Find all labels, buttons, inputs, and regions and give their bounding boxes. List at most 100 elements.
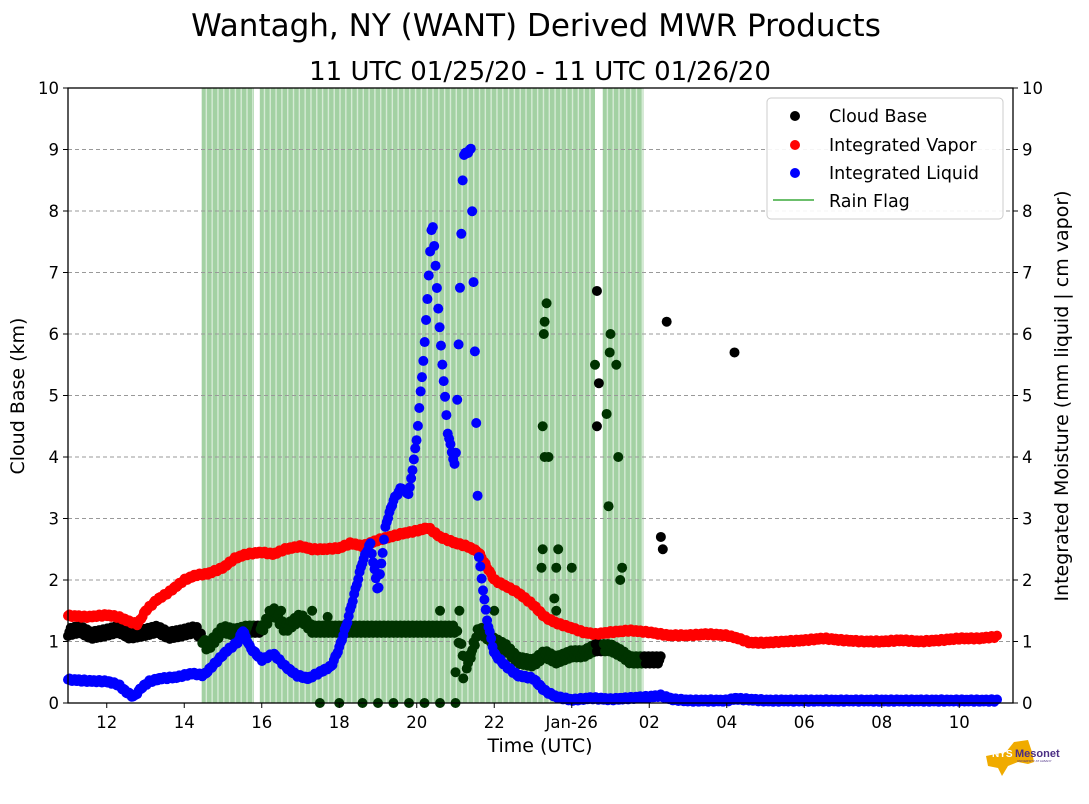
x-axis: 12 14 16 18 20 22 Jan-26 02 04 06 08 10 [96, 703, 970, 732]
y-tick-label-left: 5 [49, 387, 60, 406]
data-point [478, 585, 489, 596]
data-point-outlier [551, 562, 562, 573]
y-tick-label-left: 8 [49, 202, 60, 221]
legend-label-rain: Rain Flag [829, 192, 910, 212]
logo-sub-text: UNIVERSITY AT ALBANY [1017, 759, 1052, 763]
ny-state-shape-icon [986, 740, 1034, 776]
x-axis-label: Time (UTC) [486, 735, 592, 757]
y-axis-right-label: Integrated Moisture (mm liquid | cm vapo… [1051, 190, 1073, 601]
data-point [407, 465, 418, 476]
data-point [438, 376, 449, 387]
data-point [404, 482, 415, 493]
data-point [457, 175, 468, 186]
x-tick-label: 22 [484, 713, 505, 732]
data-point-outlier [307, 605, 318, 616]
data-point [992, 694, 1003, 705]
data-point [437, 359, 448, 370]
data-point [471, 418, 482, 429]
data-point [473, 552, 484, 563]
data-point-outlier [553, 544, 564, 555]
x-tick-label: 06 [794, 713, 815, 732]
data-point-outlier [264, 605, 275, 616]
data-point-outlier [435, 605, 445, 616]
x-tick-label: 16 [251, 713, 272, 732]
data-point-outlier [537, 421, 548, 432]
y-tick-label-left: 10 [38, 79, 59, 98]
chart-subtitle: 11 UTC 01/25/20 - 11 UTC 01/26/20 [309, 57, 771, 87]
legend-marker-liquid [790, 168, 800, 178]
data-point-outlier [605, 329, 616, 339]
data-point-outlier [450, 667, 461, 678]
y-tick-label-right: 5 [1022, 387, 1033, 406]
data-point [456, 638, 467, 649]
data-point [655, 651, 666, 662]
data-point-outlier [566, 562, 577, 573]
data-point [374, 569, 385, 580]
x-tick-label: 08 [871, 713, 892, 732]
data-point [373, 582, 384, 593]
y-tick-label-right: 8 [1022, 202, 1033, 221]
data-point-outlier [603, 501, 614, 512]
legend-box [766, 97, 1004, 220]
legend: Cloud Base Integrated Vapor Integrated L… [766, 97, 1004, 220]
data-point [376, 558, 387, 569]
data-point [445, 439, 456, 450]
data-point [433, 303, 444, 314]
data-point [465, 143, 476, 154]
y-tick-label-left: 9 [49, 141, 60, 160]
data-point-outlier [458, 673, 469, 684]
data-point [418, 355, 429, 366]
data-point-outlier [611, 359, 622, 370]
data-point [435, 340, 446, 351]
data-point-outlier [590, 359, 600, 370]
data-point [476, 573, 487, 584]
data-point [411, 435, 422, 446]
data-point-outlier [539, 316, 550, 327]
y-tick-label-left: 4 [49, 448, 60, 467]
data-point-outlier [541, 298, 552, 309]
data-point [472, 490, 483, 501]
data-point [410, 443, 421, 454]
series-integrated-vapor [63, 522, 1003, 649]
x-tick-label: 14 [174, 713, 195, 732]
nys-mesonet-logo: NYS Mesonet UNIVERSITY AT ALBANY [986, 740, 1060, 776]
data-point [453, 339, 464, 350]
chart-title: Wantagh, NY (WANT) Derived MWR Products [191, 8, 881, 44]
data-point-outlier [538, 329, 549, 339]
x-tick-label: 18 [329, 713, 350, 732]
data-point-outlier [601, 408, 612, 419]
x-tick-label: Jan-26 [545, 713, 598, 732]
y-tick-label-right: 2 [1022, 571, 1033, 590]
y-tick-label-right: 10 [1022, 79, 1043, 98]
data-point-outlier [549, 593, 560, 604]
data-point [469, 346, 480, 357]
data-point [366, 548, 377, 559]
logo-nys-text: NYS [992, 749, 1013, 760]
data-point [452, 394, 463, 405]
data-point [422, 294, 433, 305]
y-tick-label-left: 3 [49, 510, 60, 529]
data-point [430, 260, 441, 271]
x-tick-label: 12 [96, 713, 117, 732]
y-tick-label-right: 0 [1022, 694, 1033, 713]
data-point [454, 282, 465, 293]
x-tick-label: 02 [639, 713, 660, 732]
data-point-outlier [657, 544, 668, 555]
data-point [406, 473, 417, 484]
data-point [468, 277, 479, 288]
y-tick-label-left: 1 [49, 633, 60, 652]
data-point [440, 391, 451, 402]
legend-label-cloud-base: Cloud Base [829, 107, 927, 127]
data-point-outlier [466, 648, 476, 659]
data-point-outlier [617, 562, 628, 573]
data-point [456, 228, 467, 239]
y-tick-label-left: 6 [49, 325, 60, 344]
data-point [475, 561, 486, 572]
data-point-outlier [591, 421, 602, 432]
y-tick-label-right: 4 [1022, 448, 1033, 467]
data-point [415, 386, 426, 397]
data-point [449, 458, 460, 469]
data-point [434, 322, 445, 333]
x-tick-label: 20 [406, 713, 427, 732]
